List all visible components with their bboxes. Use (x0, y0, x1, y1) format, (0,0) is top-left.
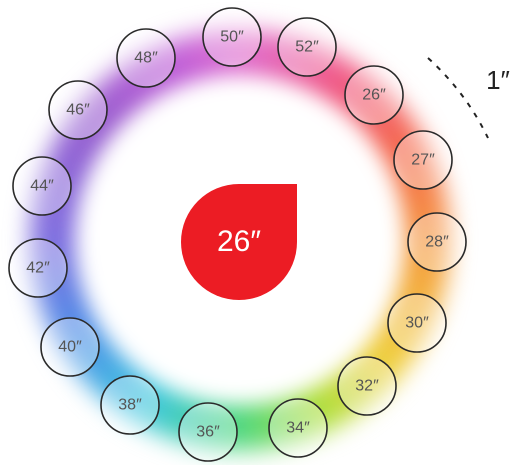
size-option[interactable] (337, 356, 397, 416)
size-option[interactable] (407, 212, 467, 272)
size-option[interactable] (8, 238, 68, 298)
size-option[interactable] (387, 293, 447, 353)
size-option-label: 28″ (425, 234, 449, 251)
size-option[interactable] (393, 130, 453, 190)
selected-size: 26″ (181, 184, 297, 300)
size-option[interactable] (40, 317, 100, 377)
size-option-label: 26″ (362, 87, 386, 104)
size-option-label: 38″ (118, 397, 142, 414)
size-option[interactable] (344, 65, 404, 125)
step-arc (427, 57, 489, 139)
size-option[interactable] (48, 80, 108, 140)
size-option-label: 32″ (355, 378, 379, 395)
size-option-label: 36″ (196, 424, 220, 441)
size-option-label: 48″ (134, 50, 158, 67)
size-option-label: 42″ (26, 260, 50, 277)
size-option-label: 52″ (295, 39, 319, 56)
size-option[interactable] (178, 402, 238, 462)
size-option[interactable] (12, 156, 72, 216)
size-option[interactable] (202, 7, 262, 67)
size-option-label: 34″ (286, 420, 310, 437)
size-option[interactable] (277, 17, 337, 77)
size-option-label: 44″ (30, 178, 54, 195)
size-option[interactable] (100, 375, 160, 435)
size-option-label: 46″ (66, 102, 90, 119)
step-label: 1″ (486, 65, 510, 95)
size-option-label: 27″ (411, 152, 435, 169)
size-option-label: 30″ (405, 315, 429, 332)
size-option-label: 40″ (58, 339, 82, 356)
size-option-label: 50″ (220, 29, 244, 46)
size-option[interactable] (116, 28, 176, 88)
size-option[interactable] (268, 398, 328, 458)
